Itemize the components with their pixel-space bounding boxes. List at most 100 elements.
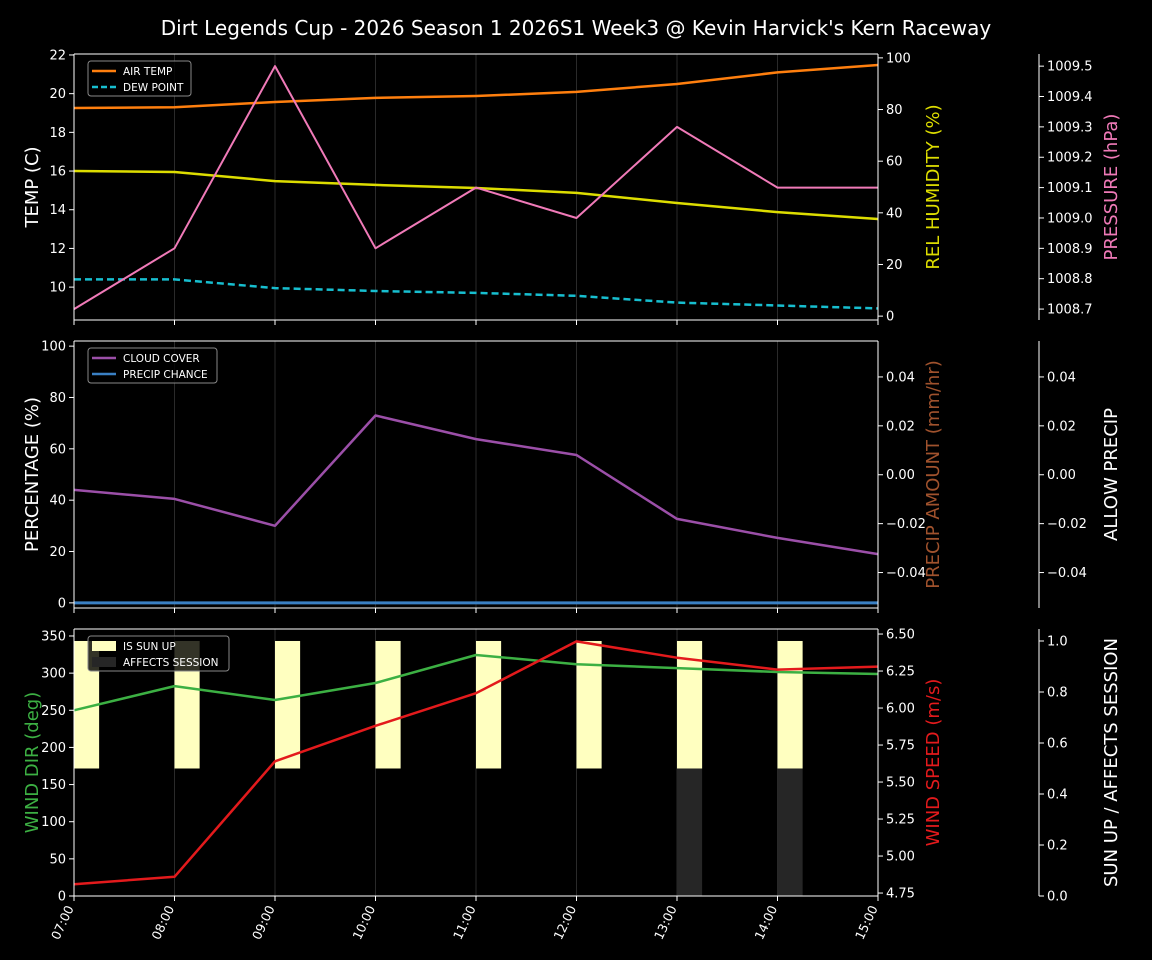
- y-tick-label: 60: [886, 155, 903, 170]
- series-line-dew-point: [74, 278, 879, 310]
- panel-2: 0 20 40 60 80 100 PERCENTAGE (%) −0.04 −0.02 0.00…: [22, 340, 1122, 613]
- y-tick-label: 0.2: [1047, 838, 1068, 853]
- series-line-cloud-cover: [73, 414, 879, 556]
- y-tick-label: 14: [49, 203, 66, 218]
- x-tick-label: 15:00: [852, 903, 881, 942]
- series-line-right: [73, 640, 879, 886]
- y-tick-label: 5.75: [886, 739, 915, 754]
- chart-title: Dirt Legends Cup - 2026 Season 1 2026S1 …: [161, 16, 992, 40]
- y-tick-label: 10: [49, 281, 66, 296]
- y-tick-label: 0.00: [1047, 468, 1076, 483]
- y-tick-label: 300: [41, 667, 66, 682]
- y-tick-label: 1008.9: [1047, 242, 1093, 257]
- y-tick-label: 40: [886, 206, 903, 221]
- panel-1: 10 12 14 16 18 20 22 TEMP (C) 0 20 40 60 80 100 REL HU…: [22, 48, 1122, 325]
- y-tick-label: 1009.4: [1047, 90, 1093, 105]
- axis-label-left: TEMP (C): [22, 146, 43, 228]
- bar-affects-session: [677, 768, 703, 896]
- y-tick-label: 20: [49, 545, 66, 560]
- series-line-right2: [73, 65, 878, 310]
- y-tick-label: 1009.5: [1047, 60, 1093, 75]
- legend-label: PRECIP CHANCE: [123, 369, 208, 381]
- y-tick-label: 0.00: [886, 468, 915, 483]
- bar-is-sun-up: [375, 640, 401, 769]
- y-tick-label: 80: [886, 103, 903, 118]
- legend-box: [87, 635, 230, 672]
- legend-label: AIR TEMP: [123, 66, 172, 78]
- y-tick-label: 1009.3: [1047, 120, 1093, 135]
- y-tick-label: 22: [49, 48, 66, 63]
- y-tick-label: 5.50: [886, 776, 915, 791]
- bar-is-sun-up: [677, 640, 703, 769]
- bar-affects-session: [777, 768, 803, 896]
- legend-label: DEW POINT: [123, 82, 184, 94]
- y-tick-label: −0.04: [886, 566, 926, 581]
- y-tick-label: 100: [41, 815, 66, 830]
- y-tick-label: 40: [49, 494, 66, 509]
- legend: IS SUN UP AFFECTS SESSION: [87, 635, 230, 672]
- x-tick-label: 10:00: [349, 903, 378, 942]
- legend-label: IS SUN UP: [123, 641, 176, 653]
- bar-is-sun-up: [576, 640, 602, 769]
- y-tick-label: 60: [49, 442, 66, 457]
- y-tick-label: 350: [41, 629, 66, 644]
- legend-label: AFFECTS SESSION: [123, 657, 219, 669]
- y-tick-label: 0.0: [1047, 890, 1068, 905]
- y-tick-label: 0.6: [1047, 736, 1068, 751]
- axis-label-right: REL HUMIDITY (%): [923, 104, 944, 269]
- y-tick-label: −0.04: [1047, 566, 1087, 581]
- y-tick-label: 250: [41, 704, 66, 719]
- y-tick-label: 12: [49, 242, 66, 257]
- bar-is-sun-up: [275, 640, 301, 769]
- axis-label-left: WIND DIR (deg): [22, 692, 43, 834]
- axis-label-right2: ALLOW PRECIP: [1101, 408, 1122, 541]
- y-tick-label: 5.00: [886, 850, 915, 865]
- y-tick-label: 80: [49, 391, 66, 406]
- y-tick-label: 4.75: [886, 887, 915, 902]
- y-tick-label: 6.00: [886, 702, 915, 717]
- y-tick-label: 1008.8: [1047, 272, 1093, 287]
- x-tick-label: 07:00: [48, 903, 77, 942]
- y-tick-label: 0: [886, 310, 894, 325]
- y-tick-label: 0.02: [1047, 419, 1076, 434]
- y-tick-label: 50: [49, 852, 66, 867]
- legend-swatch: [92, 657, 116, 667]
- panel-3: 0 50 100 150 200 250 300 350 WIND DIR (deg) 4.75 5…: [22, 628, 1122, 905]
- y-tick-label: 6.50: [886, 628, 915, 643]
- y-tick-label: 0.04: [1047, 370, 1076, 385]
- legend-swatch: [92, 641, 116, 651]
- y-tick-label: 1008.7: [1047, 303, 1093, 318]
- series-line-left: [73, 653, 879, 712]
- y-tick-label: −0.02: [886, 517, 926, 532]
- y-tick-label: 100: [886, 51, 911, 66]
- axis-label-right2: PRESSURE (hPa): [1101, 114, 1122, 261]
- x-tick-label: 14:00: [751, 903, 780, 942]
- y-tick-label: 0.02: [886, 419, 915, 434]
- y-tick-label: 1009.2: [1047, 151, 1093, 166]
- bar-is-sun-up: [476, 640, 502, 769]
- legend: CLOUD COVER PRECIP CHANCE: [87, 347, 218, 384]
- y-tick-label: 0: [58, 596, 66, 611]
- y-tick-label: 6.25: [886, 665, 915, 680]
- y-tick-label: 20: [886, 258, 903, 273]
- axis-label-right: WIND SPEED (m/s): [923, 679, 944, 847]
- legend: AIR TEMP DEW POINT: [87, 60, 192, 97]
- y-tick-label: 0: [58, 890, 66, 905]
- y-tick-label: 200: [41, 741, 66, 756]
- y-tick-label: −0.02: [1047, 517, 1087, 532]
- x-tick-label: 11:00: [450, 903, 479, 942]
- bar-is-sun-up: [777, 640, 803, 769]
- y-tick-label: 1.0: [1047, 634, 1068, 649]
- axis-label-right: PRECIP AMOUNT (mm/hr): [923, 360, 944, 589]
- x-tick-label: 13:00: [651, 903, 680, 942]
- series-line-air-temp: [73, 63, 879, 110]
- y-tick-label: 0.04: [886, 370, 915, 385]
- y-tick-label: 150: [41, 778, 66, 793]
- y-tick-label: 0.8: [1047, 685, 1068, 700]
- legend-label: CLOUD COVER: [123, 353, 200, 365]
- axis-label-right2: SUN UP / AFFECTS SESSION: [1101, 638, 1122, 887]
- y-tick-label: 18: [49, 126, 66, 141]
- axis-label-left: PERCENTAGE (%): [22, 397, 43, 552]
- y-tick-label: 16: [49, 165, 66, 180]
- x-tick-label: 12:00: [550, 903, 579, 942]
